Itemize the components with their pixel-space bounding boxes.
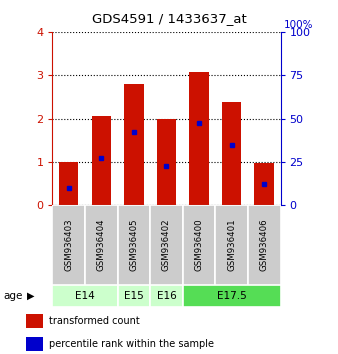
Text: GSM936406: GSM936406 [260,219,269,272]
Text: ▶: ▶ [27,291,34,301]
Bar [215,205,248,285]
Text: age: age [3,291,23,301]
Text: GSM936402: GSM936402 [162,219,171,272]
Bar [118,205,150,285]
Text: GSM936405: GSM936405 [129,219,138,272]
Text: GSM936404: GSM936404 [97,219,106,272]
Text: GSM936400: GSM936400 [195,219,203,272]
Bar [52,205,85,285]
Bar [26,337,43,351]
Bar [26,314,43,329]
Text: GSM936403: GSM936403 [64,219,73,272]
Bar [157,119,176,205]
Text: transformed count: transformed count [49,316,140,326]
Bar [248,205,281,285]
Text: 100%: 100% [284,20,313,30]
Bar [183,285,281,307]
Bar [124,84,144,205]
Text: E15: E15 [124,291,144,301]
Bar [118,285,150,307]
Bar [255,163,274,205]
Bar [222,102,241,205]
Bar [85,205,118,285]
Bar [150,205,183,285]
Text: E16: E16 [156,291,176,301]
Bar [59,162,78,205]
Bar [183,205,215,285]
Bar [52,285,118,307]
Bar [150,285,183,307]
Text: GDS4591 / 1433637_at: GDS4591 / 1433637_at [92,12,246,25]
Bar [189,72,209,205]
Text: GSM936401: GSM936401 [227,219,236,272]
Text: E17.5: E17.5 [217,291,246,301]
Text: E14: E14 [75,291,95,301]
Text: percentile rank within the sample: percentile rank within the sample [49,339,214,349]
Bar [92,116,111,205]
